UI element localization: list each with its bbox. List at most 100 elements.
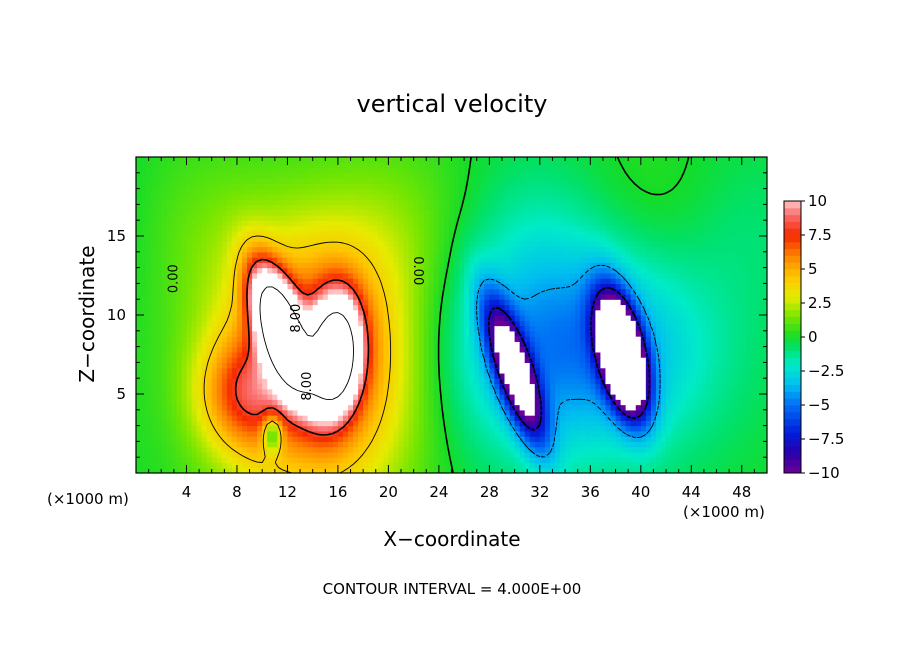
heatmap-cell	[761, 383, 767, 390]
heatmap-cell	[332, 383, 339, 390]
heatmap-cell	[423, 362, 430, 369]
heatmap-cell	[327, 415, 334, 421]
heatmap-cell	[565, 299, 571, 306]
heatmap-cell	[297, 430, 304, 437]
heatmap-cell	[423, 278, 430, 284]
heatmap-cell	[353, 262, 359, 269]
heatmap-cell	[252, 309, 258, 316]
heatmap-cell	[570, 394, 576, 400]
heatmap-cell	[575, 415, 581, 421]
heatmap-cell	[327, 315, 334, 321]
heatmap-cell	[529, 372, 536, 379]
heatmap-cell	[469, 330, 475, 337]
heatmap-cell	[686, 357, 692, 363]
heatmap-cell	[257, 436, 263, 442]
heatmap-cell	[181, 399, 188, 406]
heatmap-cell	[438, 383, 445, 390]
heatmap-cell	[539, 399, 546, 406]
heatmap-cell	[322, 283, 329, 290]
heatmap-cell	[247, 430, 253, 437]
heatmap-cell	[686, 262, 692, 269]
heatmap-cell	[650, 346, 657, 353]
heatmap-cell	[701, 336, 708, 342]
heatmap-cell	[171, 351, 177, 358]
heatmap-cell	[332, 325, 339, 332]
heatmap-cell	[161, 330, 167, 337]
heatmap-cell	[171, 262, 177, 269]
heatmap-cell	[156, 283, 162, 290]
heatmap-cell	[242, 441, 248, 448]
heatmap-cell	[640, 467, 647, 473]
heatmap-cell	[348, 351, 354, 358]
heatmap-cell	[332, 404, 339, 411]
heatmap-cell	[484, 357, 490, 363]
heatmap-cell	[353, 278, 359, 284]
heatmap-cell	[413, 304, 420, 311]
heatmap-cell	[443, 383, 450, 390]
heatmap-cell	[206, 378, 213, 385]
heatmap-cell	[216, 451, 223, 458]
heatmap-cell	[216, 420, 223, 427]
heatmap-cell	[630, 283, 637, 290]
heatmap-cell	[262, 362, 268, 369]
heatmap-cell	[317, 341, 324, 348]
heatmap-cell	[136, 320, 142, 327]
heatmap-cell	[721, 357, 728, 363]
heatmap-cell	[514, 357, 521, 363]
heatmap-cell	[575, 304, 581, 311]
heatmap-cell	[711, 325, 718, 332]
heatmap-cell	[585, 293, 591, 300]
heatmap-cell	[277, 304, 283, 311]
heatmap-cell	[348, 330, 354, 337]
heatmap-cell	[247, 320, 253, 327]
heatmap-cell	[247, 404, 253, 411]
heatmap-cell	[151, 325, 157, 332]
heatmap-cell	[691, 436, 697, 442]
heatmap-cell	[736, 346, 743, 353]
heatmap-cell	[433, 394, 440, 400]
heatmap-cell	[216, 309, 223, 316]
heatmap-cell	[146, 288, 152, 295]
heatmap-cell	[166, 351, 172, 358]
heatmap-cell	[216, 372, 223, 379]
heatmap-cell	[585, 372, 591, 379]
heatmap-cell	[650, 404, 657, 411]
heatmap-cell	[423, 351, 430, 358]
heatmap-cell	[438, 378, 445, 385]
heatmap-cell	[398, 409, 405, 416]
heatmap-cell	[731, 451, 738, 458]
heatmap-cell	[459, 367, 465, 374]
heatmap-cell	[231, 457, 238, 464]
heatmap-cell	[287, 272, 294, 279]
heatmap-cell	[342, 399, 349, 406]
heatmap-cell	[716, 462, 723, 469]
heatmap-cell	[549, 304, 556, 311]
heatmap-cell	[464, 415, 470, 421]
heatmap-cell	[146, 320, 152, 327]
heatmap-cell	[625, 330, 632, 337]
heatmap-cell	[262, 341, 268, 348]
heatmap-cell	[408, 325, 415, 332]
heatmap-cell	[186, 362, 193, 369]
heatmap-cell	[398, 346, 405, 353]
heatmap-cell	[605, 330, 612, 337]
heatmap-cell	[676, 367, 682, 374]
heatmap-cell	[509, 272, 516, 279]
heatmap-cell	[595, 320, 602, 327]
heatmap-cell	[701, 409, 708, 416]
heatmap-cell	[403, 341, 410, 348]
heatmap-cell	[650, 278, 657, 284]
heatmap-cell	[287, 430, 294, 437]
heatmap-cell	[479, 441, 485, 448]
heatmap-cell	[348, 315, 354, 321]
heatmap-cell	[236, 446, 243, 453]
heatmap-cell	[342, 462, 349, 469]
heatmap-cell	[645, 325, 652, 332]
heatmap-cell	[691, 451, 697, 458]
heatmap-cell	[701, 346, 708, 353]
heatmap-cell	[681, 320, 687, 327]
heatmap-cell	[474, 383, 480, 390]
heatmap-cell	[302, 320, 309, 327]
heatmap-cell	[570, 372, 576, 379]
heatmap-cell	[650, 415, 657, 421]
